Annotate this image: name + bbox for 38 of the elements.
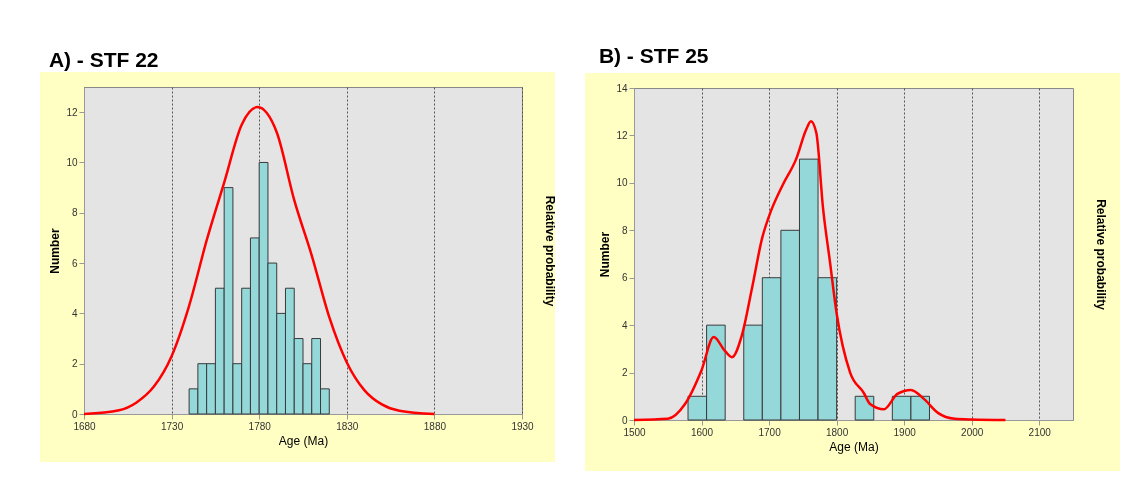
y-axis-title: Number	[598, 231, 613, 278]
x-tick-label: 1780	[248, 420, 272, 432]
x-tick-label: 1800	[825, 426, 849, 438]
y-tick-label: 10	[616, 177, 628, 189]
y-tick-label: 2	[621, 367, 628, 379]
y-tick-label: 4	[621, 319, 628, 331]
y-tick-label: 10	[66, 156, 78, 168]
y-tick-label: 4	[71, 307, 78, 319]
x-tick-label: 1930	[511, 420, 535, 432]
chart-title: B) - STF 25	[598, 44, 709, 67]
y2-axis-title: Relative probability	[1093, 199, 1108, 311]
y-tick-label: 12	[66, 106, 78, 118]
chart-title: A) - STF 22	[48, 48, 159, 71]
x-tick-label: 1730	[160, 420, 184, 432]
y-tick-label: 14	[616, 82, 628, 94]
x-axis-title: Age (Ma)	[829, 439, 879, 454]
y-tick-label: 6	[71, 257, 78, 269]
y-tick-label: 8	[71, 207, 78, 219]
x-tick-label: 1900	[893, 426, 917, 438]
x-tick-label: 2000	[961, 426, 984, 438]
line-series	[632, 119, 1007, 422]
y-tick-label: 12	[616, 129, 628, 141]
x-tick-label: 1500	[623, 426, 647, 438]
y-tick-label: 6	[621, 272, 628, 284]
x-tick-label: 1880	[423, 420, 447, 432]
y2-axis-title: Relative probability	[542, 195, 557, 307]
y-tick-label: 2	[71, 358, 78, 370]
x-tick-label: 2100	[1028, 426, 1052, 438]
line-series	[82, 105, 436, 416]
x-axis-title: Age (Ma)	[278, 433, 329, 448]
x-tick-label: 1600	[690, 426, 714, 438]
y-tick-label: 0	[621, 414, 628, 426]
y-tick-label: 0	[71, 408, 78, 420]
y-tick-label: 8	[621, 224, 628, 236]
x-tick-label: 1700	[758, 426, 782, 438]
y-axis-title: Number	[48, 228, 63, 274]
x-tick-label: 1680	[73, 420, 97, 432]
x-tick-label: 1830	[336, 420, 359, 432]
